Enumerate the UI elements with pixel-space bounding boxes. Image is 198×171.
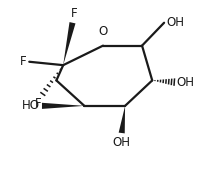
Text: O: O (98, 25, 108, 38)
Polygon shape (42, 103, 84, 109)
Text: OH: OH (166, 16, 184, 29)
Text: F: F (20, 55, 26, 68)
Polygon shape (63, 22, 75, 65)
Text: F: F (71, 7, 77, 20)
Text: HO: HO (22, 99, 40, 112)
Polygon shape (119, 106, 125, 133)
Text: OH: OH (113, 136, 131, 149)
Text: OH: OH (176, 76, 194, 89)
Text: F: F (34, 97, 41, 110)
